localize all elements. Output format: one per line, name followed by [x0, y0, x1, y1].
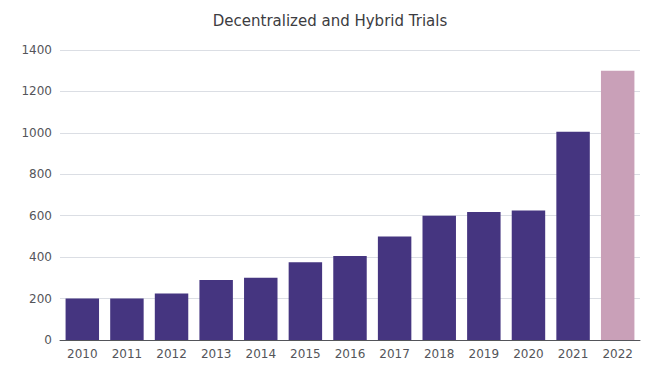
svg-text:400: 400 — [29, 250, 52, 264]
svg-text:2021: 2021 — [558, 347, 589, 361]
svg-text:2019: 2019 — [469, 347, 500, 361]
svg-text:2017: 2017 — [379, 347, 410, 361]
svg-text:2012: 2012 — [156, 347, 187, 361]
svg-text:2013: 2013 — [201, 347, 232, 361]
svg-text:600: 600 — [29, 209, 52, 223]
svg-text:0: 0 — [44, 333, 52, 347]
svg-text:800: 800 — [29, 167, 52, 181]
svg-text:2020: 2020 — [513, 347, 544, 361]
svg-text:2011: 2011 — [112, 347, 143, 361]
svg-text:2015: 2015 — [290, 347, 321, 361]
svg-text:2014: 2014 — [245, 347, 276, 361]
svg-text:2010: 2010 — [67, 347, 98, 361]
svg-text:1400: 1400 — [21, 43, 52, 57]
svg-text:1200: 1200 — [21, 84, 52, 98]
svg-text:2016: 2016 — [335, 347, 366, 361]
svg-text:1000: 1000 — [21, 126, 52, 140]
svg-text:2018: 2018 — [424, 347, 455, 361]
svg-text:2022: 2022 — [602, 347, 633, 361]
svg-text:200: 200 — [29, 292, 52, 306]
svg-text:Decentralized and Hybrid Trial: Decentralized and Hybrid Trials — [213, 12, 448, 30]
